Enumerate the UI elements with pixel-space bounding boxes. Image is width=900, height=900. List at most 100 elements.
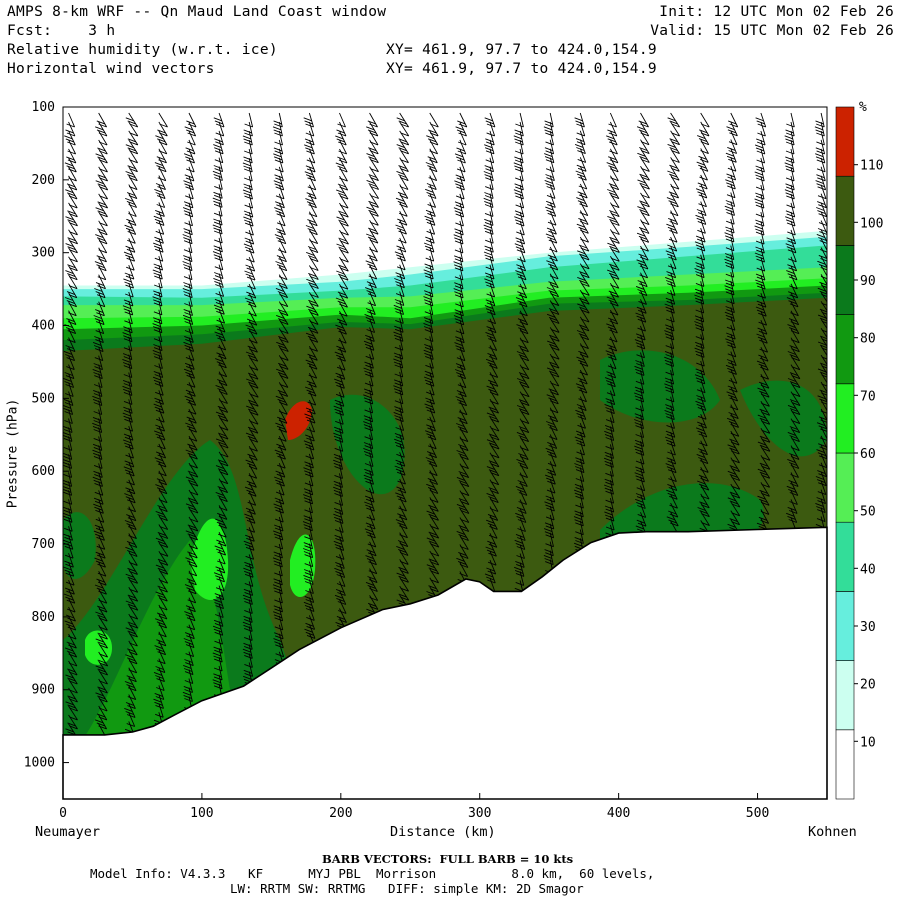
- barb-flag: [425, 162, 434, 166]
- barb-flag: [426, 564, 435, 569]
- barb-flag: [64, 527, 73, 532]
- barb-flag: [217, 512, 226, 517]
- wind-barb: [92, 391, 103, 406]
- barb-staff: [308, 579, 314, 594]
- barb-flag: [310, 311, 319, 316]
- barb-staff: [188, 678, 193, 693]
- barb-flag: [155, 391, 164, 396]
- wind-barb: [186, 570, 197, 586]
- barb-flag: [305, 590, 314, 594]
- barb-flag: [304, 578, 313, 582]
- barb-staff: [158, 551, 169, 566]
- barb-flag: [213, 254, 222, 259]
- wind-barb: [393, 327, 404, 342]
- barb-flag: [668, 238, 678, 243]
- wind-barb: [605, 390, 616, 406]
- barb-staff: [188, 202, 194, 217]
- barb-flag: [249, 384, 259, 389]
- barb-staff: [609, 327, 618, 343]
- wind-barb: [640, 130, 650, 146]
- barb-flag: [125, 711, 134, 715]
- barb-flag: [274, 536, 283, 541]
- barb-flag: [366, 153, 375, 158]
- barb-staff: [519, 310, 529, 326]
- barb-flag: [157, 660, 166, 665]
- barb-flag: [123, 391, 133, 396]
- barb-flag: [187, 470, 196, 475]
- barb-flag: [666, 442, 676, 447]
- barb-staff: [459, 148, 466, 164]
- barb-staff: [128, 524, 137, 539]
- barb-staff: [128, 363, 133, 378]
- barb-flag: [305, 608, 315, 612]
- barb-flag: [96, 578, 105, 583]
- barb-flag: [156, 621, 166, 626]
- barb-flag: [213, 682, 222, 687]
- barb-flag: [95, 560, 105, 565]
- wind-barb: [366, 148, 379, 164]
- barb-staff: [429, 479, 439, 494]
- barb-flag: [368, 147, 377, 152]
- barb-staff: [68, 615, 77, 631]
- barb-flag: [183, 638, 192, 642]
- barb-staff: [579, 290, 590, 305]
- barb-staff: [610, 202, 620, 217]
- barb-flag: [486, 466, 496, 471]
- barb-flag: [607, 129, 616, 134]
- barb-flag: [363, 415, 373, 420]
- wind-barb: [519, 301, 528, 317]
- barb-flag: [63, 455, 72, 460]
- barb-flag: [364, 477, 373, 482]
- barb-staff: [579, 201, 589, 216]
- barb-staff: [248, 437, 258, 452]
- barb-flag: [545, 516, 555, 521]
- barb-flag: [637, 505, 646, 509]
- barb-staff: [218, 478, 228, 493]
- wind-barb: [605, 435, 615, 450]
- barb-flag: [99, 222, 108, 227]
- barb-flag: [454, 285, 464, 290]
- barb-flag: [214, 177, 223, 181]
- barb-staff: [519, 238, 526, 253]
- barb-flag: [63, 485, 71, 490]
- wind-barb: [423, 264, 434, 280]
- barb-flag: [635, 380, 645, 385]
- barb-flag: [186, 129, 195, 134]
- barb-staff: [399, 246, 406, 262]
- wind-barb: [274, 229, 287, 245]
- wind-barb: [456, 382, 467, 398]
- wind-barb: [276, 247, 287, 263]
- barb-flag: [95, 207, 104, 212]
- barb-flag: [696, 256, 705, 261]
- wind-barb: [366, 202, 379, 217]
- barb-flag: [337, 192, 347, 197]
- barb-flag: [548, 388, 557, 393]
- barb-staff: [68, 148, 77, 164]
- barb-flag: [581, 291, 590, 296]
- barb-flag: [156, 195, 166, 200]
- barb-flag: [635, 360, 644, 364]
- wind-barb: [549, 318, 560, 333]
- wind-barb: [155, 658, 166, 674]
- barb-staff: [248, 464, 258, 479]
- wind-barb: [246, 473, 257, 488]
- barb-flag: [428, 445, 437, 450]
- barb-flag: [545, 233, 555, 238]
- barb-flag: [185, 449, 194, 454]
- barb-staff: [278, 364, 289, 379]
- barb-staff: [640, 130, 650, 145]
- barb-flag: [575, 170, 584, 175]
- wind-barb: [665, 423, 676, 438]
- barb-flag: [183, 291, 192, 295]
- barb-flag: [213, 673, 222, 678]
- barb-flag: [304, 536, 313, 541]
- barb-flag: [245, 555, 254, 560]
- barb-flag: [335, 546, 344, 551]
- barb-staff: [339, 554, 345, 569]
- barb-flag: [246, 300, 255, 305]
- barb-flag: [668, 200, 677, 205]
- barb-flag: [635, 407, 644, 412]
- barb-flag: [368, 284, 377, 289]
- barb-flag: [484, 144, 493, 149]
- barb-flag: [183, 668, 193, 672]
